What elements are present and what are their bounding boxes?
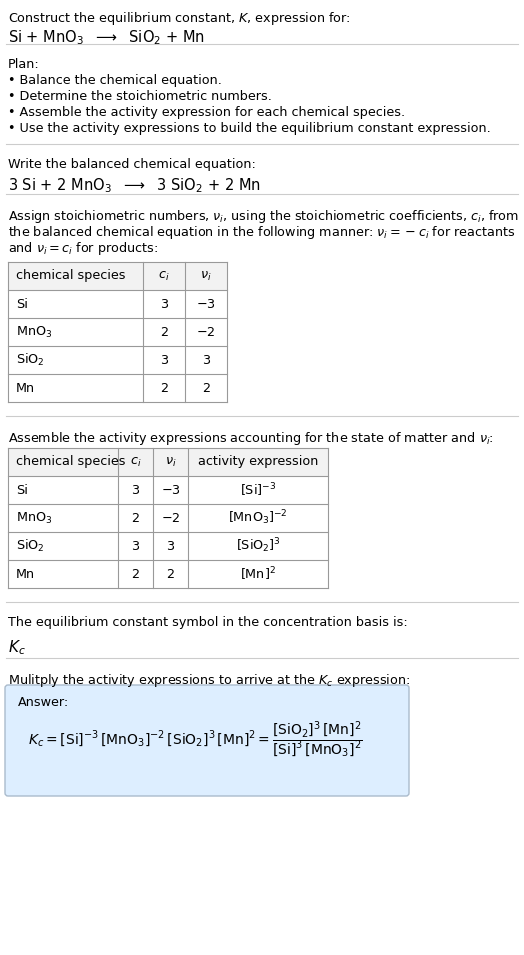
Text: • Determine the stoichiometric numbers.: • Determine the stoichiometric numbers.	[8, 90, 272, 103]
Text: 2: 2	[202, 381, 210, 394]
Text: and $\nu_i = c_i$ for products:: and $\nu_i = c_i$ for products:	[8, 240, 158, 257]
Text: $K_c = \mathrm{[Si]^{-3}\,[MnO_3]^{-2}\,[SiO_2]^3\,[Mn]^2}$$ = \dfrac{\mathrm{[S: $K_c = \mathrm{[Si]^{-3}\,[MnO_3]^{-2}\,…	[28, 720, 363, 760]
Text: $\nu_i$: $\nu_i$	[200, 269, 212, 283]
Text: Answer:: Answer:	[18, 696, 69, 709]
Text: chemical species: chemical species	[16, 269, 126, 283]
Text: the balanced chemical equation in the following manner: $\nu_i = -c_i$ for react: the balanced chemical equation in the fo…	[8, 224, 516, 241]
Text: activity expression: activity expression	[198, 456, 318, 469]
Text: Mulitply the activity expressions to arrive at the $K_c$ expression:: Mulitply the activity expressions to arr…	[8, 672, 410, 689]
Text: 2: 2	[132, 512, 139, 524]
Text: Si: Si	[16, 298, 28, 310]
Text: 3: 3	[132, 540, 139, 553]
Text: $-3$: $-3$	[161, 483, 180, 497]
Text: MnO$_3$: MnO$_3$	[16, 511, 52, 525]
Text: Si + MnO$_3$  $\longrightarrow$  SiO$_2$ + Mn: Si + MnO$_3$ $\longrightarrow$ SiO$_2$ +…	[8, 28, 205, 47]
Text: • Balance the chemical equation.: • Balance the chemical equation.	[8, 74, 222, 87]
Text: [Mn]$^2$: [Mn]$^2$	[240, 565, 276, 583]
Bar	[8, 448, 328, 476]
Text: Plan:: Plan:	[8, 58, 40, 71]
Text: $c_i$: $c_i$	[158, 269, 170, 283]
Text: $\nu_i$: $\nu_i$	[165, 456, 176, 469]
Text: Si: Si	[16, 483, 28, 497]
FancyBboxPatch shape	[5, 685, 409, 796]
Text: SiO$_2$: SiO$_2$	[16, 538, 45, 554]
Text: 2: 2	[160, 326, 168, 338]
Text: Assign stoichiometric numbers, $\nu_i$, using the stoichiometric coefficients, $: Assign stoichiometric numbers, $\nu_i$, …	[8, 208, 519, 225]
Text: $-2$: $-2$	[161, 512, 180, 524]
Text: [Si]$^{-3}$: [Si]$^{-3}$	[240, 481, 276, 499]
Text: 3 Si + 2 MnO$_3$  $\longrightarrow$  3 SiO$_2$ + 2 Mn: 3 Si + 2 MnO$_3$ $\longrightarrow$ 3 SiO…	[8, 176, 261, 195]
Text: Construct the equilibrium constant, $K$, expression for:: Construct the equilibrium constant, $K$,…	[8, 10, 351, 27]
Text: • Use the activity expressions to build the equilibrium constant expression.: • Use the activity expressions to build …	[8, 122, 491, 135]
Text: 2: 2	[132, 567, 139, 581]
Text: [SiO$_2$]$^3$: [SiO$_2$]$^3$	[236, 537, 280, 556]
Text: $c_i$: $c_i$	[130, 456, 141, 469]
Text: 2: 2	[167, 567, 174, 581]
Text: Assemble the activity expressions accounting for the state of matter and $\nu_i$: Assemble the activity expressions accoun…	[8, 430, 494, 447]
Text: 3: 3	[132, 483, 139, 497]
Text: SiO$_2$: SiO$_2$	[16, 352, 45, 368]
Text: 3: 3	[160, 298, 168, 310]
Text: • Assemble the activity expression for each chemical species.: • Assemble the activity expression for e…	[8, 106, 405, 119]
Text: Mn: Mn	[16, 567, 35, 581]
Text: 3: 3	[167, 540, 174, 553]
Text: 2: 2	[160, 381, 168, 394]
Text: 3: 3	[202, 353, 210, 367]
Text: chemical species: chemical species	[16, 456, 126, 469]
Text: $K_c$: $K_c$	[8, 638, 26, 657]
Text: [MnO$_3$]$^{-2}$: [MnO$_3$]$^{-2}$	[228, 509, 288, 527]
Text: 3: 3	[160, 353, 168, 367]
Text: $-3$: $-3$	[196, 298, 216, 310]
Text: Write the balanced chemical equation:: Write the balanced chemical equation:	[8, 158, 256, 171]
Text: MnO$_3$: MnO$_3$	[16, 325, 52, 340]
Text: The equilibrium constant symbol in the concentration basis is:: The equilibrium constant symbol in the c…	[8, 616, 408, 629]
Text: $-2$: $-2$	[196, 326, 216, 338]
Text: Mn: Mn	[16, 381, 35, 394]
Bar	[8, 262, 227, 290]
